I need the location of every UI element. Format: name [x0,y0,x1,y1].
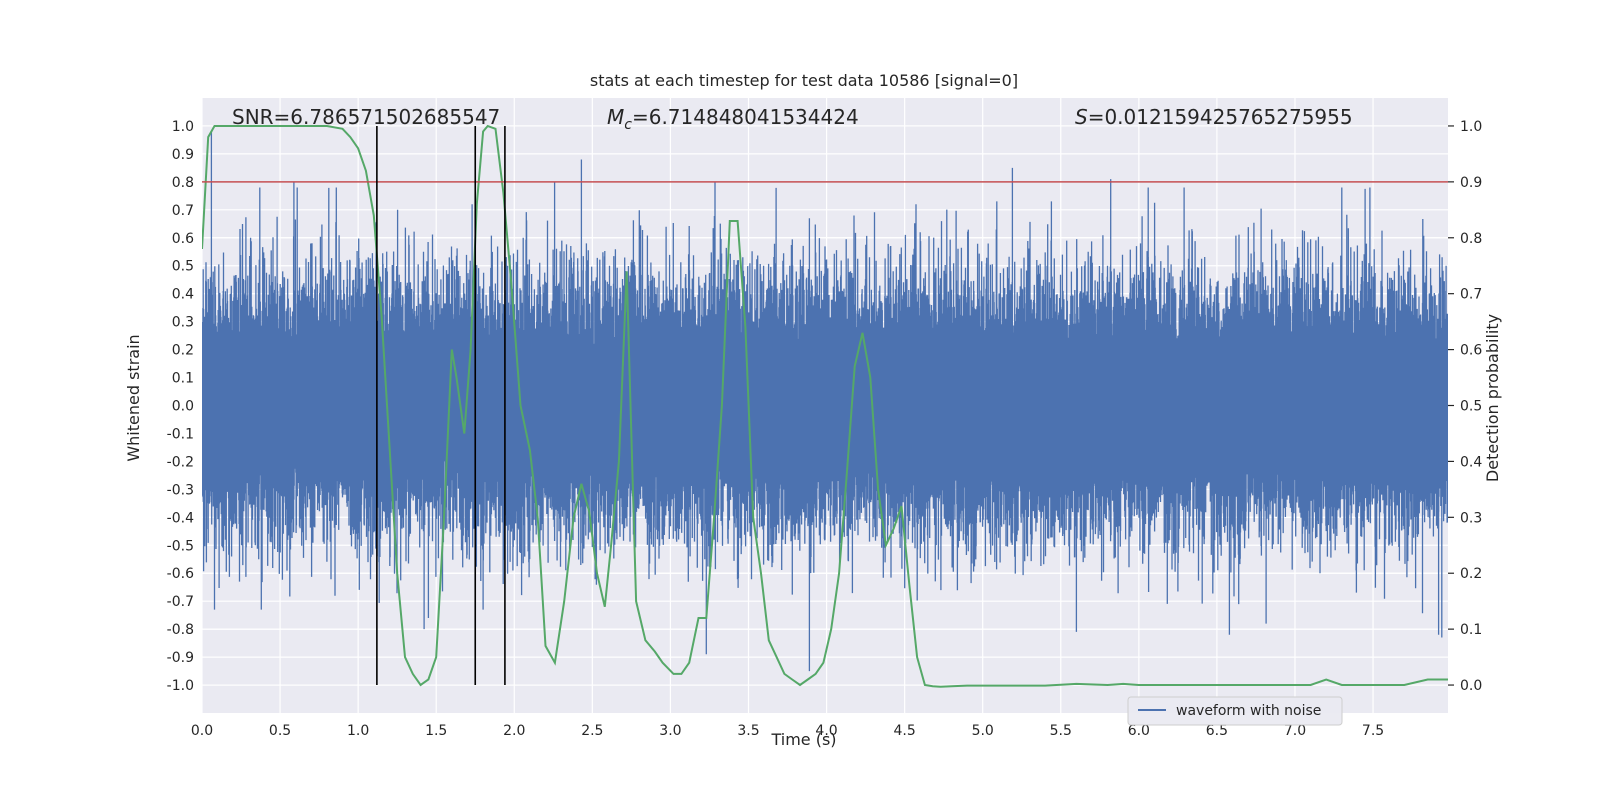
right-tick-label: 0.4 [1460,454,1482,470]
left-tick-label: -0.7 [167,594,194,610]
left-tick-label: -0.8 [167,622,194,638]
legend: waveform with noise [1127,696,1343,726]
x-tick-label: 0.5 [269,723,291,739]
left-tick-label: 0.7 [172,203,194,219]
chirp-mass-subscript: c [624,117,632,133]
s-annotation: S=0.012159425765275955 [1075,105,1353,129]
chirp-mass-value: =6.714848041534424 [632,105,859,129]
left-tick-label: 1.0 [172,119,194,135]
x-tick-label: 4.5 [893,723,915,739]
right-tick-label: 0.3 [1460,510,1482,526]
x-tick-label: 5.0 [972,723,994,739]
x-tick-label: 6.5 [1206,723,1228,739]
left-tick-label: 0.2 [172,343,194,359]
legend-box [1127,696,1343,726]
waveform-series [202,131,1448,672]
left-axis-label: Whitened strain [124,334,143,461]
x-tick-label: 0.0 [191,723,213,739]
x-tick-label: 2.5 [581,723,603,739]
x-tick-label: 4.0 [815,723,837,739]
legend-label-waveform: waveform with noise [1176,703,1321,719]
chart-title: stats at each timestep for test data 105… [590,71,1018,90]
right-tick-label: 0.8 [1460,231,1482,247]
x-tick-label: 1.0 [347,723,369,739]
x-tick-label: 7.0 [1284,723,1306,739]
right-tick-label: 0.0 [1460,678,1482,694]
left-tick-label: 0.9 [172,147,194,163]
right-axis-label: Detection probability [1483,314,1502,482]
x-axis-ticks: 0.0 0.5 1.0 1.5 2.0 2.5 3.0 3.5 4.0 4.5 5.0 5.5 6.0 6… [191,723,1384,739]
x-tick-label: 1.5 [425,723,447,739]
x-axis-label: Time (s) [770,730,836,749]
left-tick-label: -0.4 [167,510,194,526]
left-tick-label: 0.8 [172,175,194,191]
probability-line [202,124,1448,688]
right-tick-label: 0.6 [1460,343,1482,359]
left-tick-label: -0.3 [167,482,194,498]
right-tick-label: 0.7 [1460,287,1482,303]
chirp-mass-annotation: Mc=6.714848041534424 [607,105,859,133]
chirp-mass-symbol: M [607,105,624,129]
x-tick-label: 5.5 [1050,723,1072,739]
left-tick-label: 0.3 [172,315,194,331]
right-tick-label: 0.5 [1460,399,1482,415]
reference-lines [202,125,1448,686]
left-tick-label: -0.6 [167,566,194,582]
right-tick-label: 0.2 [1460,566,1482,582]
x-tick-label: 7.5 [1362,723,1384,739]
x-tick-label: 3.0 [659,723,681,739]
s-symbol: S [1075,105,1088,129]
left-tick-label: 0.4 [172,287,194,303]
x-tick-label: 2.0 [503,723,525,739]
waveform-core-band [202,349,1448,462]
right-axis-ticks: 1.0 0.9 0.8 0.7 0.6 0.5 0.4 0.3 0.2 0.1 0.0 [1448,119,1482,694]
left-tick-label: -1.0 [167,678,194,694]
left-tick-label: 0.1 [172,371,194,387]
left-tick-label: -0.2 [167,454,194,470]
left-tick-label: 0.5 [172,259,194,275]
left-tick-label: -0.5 [167,538,194,554]
snr-annotation: SNR=6.786571502685547 [232,105,500,129]
left-tick-label: -0.1 [167,426,194,442]
left-axis-ticks: 1.0 0.9 0.8 0.7 0.6 0.5 0.4 0.3 0.2 0.1 0.0 -0.1 -0.… [167,119,194,694]
s-value: =0.012159425765275955 [1088,105,1353,129]
right-tick-label: 0.9 [1460,175,1482,191]
left-tick-label: 0.6 [172,231,194,247]
right-tick-label: 1.0 [1460,119,1482,135]
left-tick-label: -0.9 [167,650,194,666]
x-tick-label: 6.0 [1128,723,1150,739]
probability-series [202,124,1448,688]
left-tick-label: 0.0 [172,399,194,415]
right-tick-label: 0.1 [1460,622,1482,638]
x-tick-label: 3.5 [737,723,759,739]
